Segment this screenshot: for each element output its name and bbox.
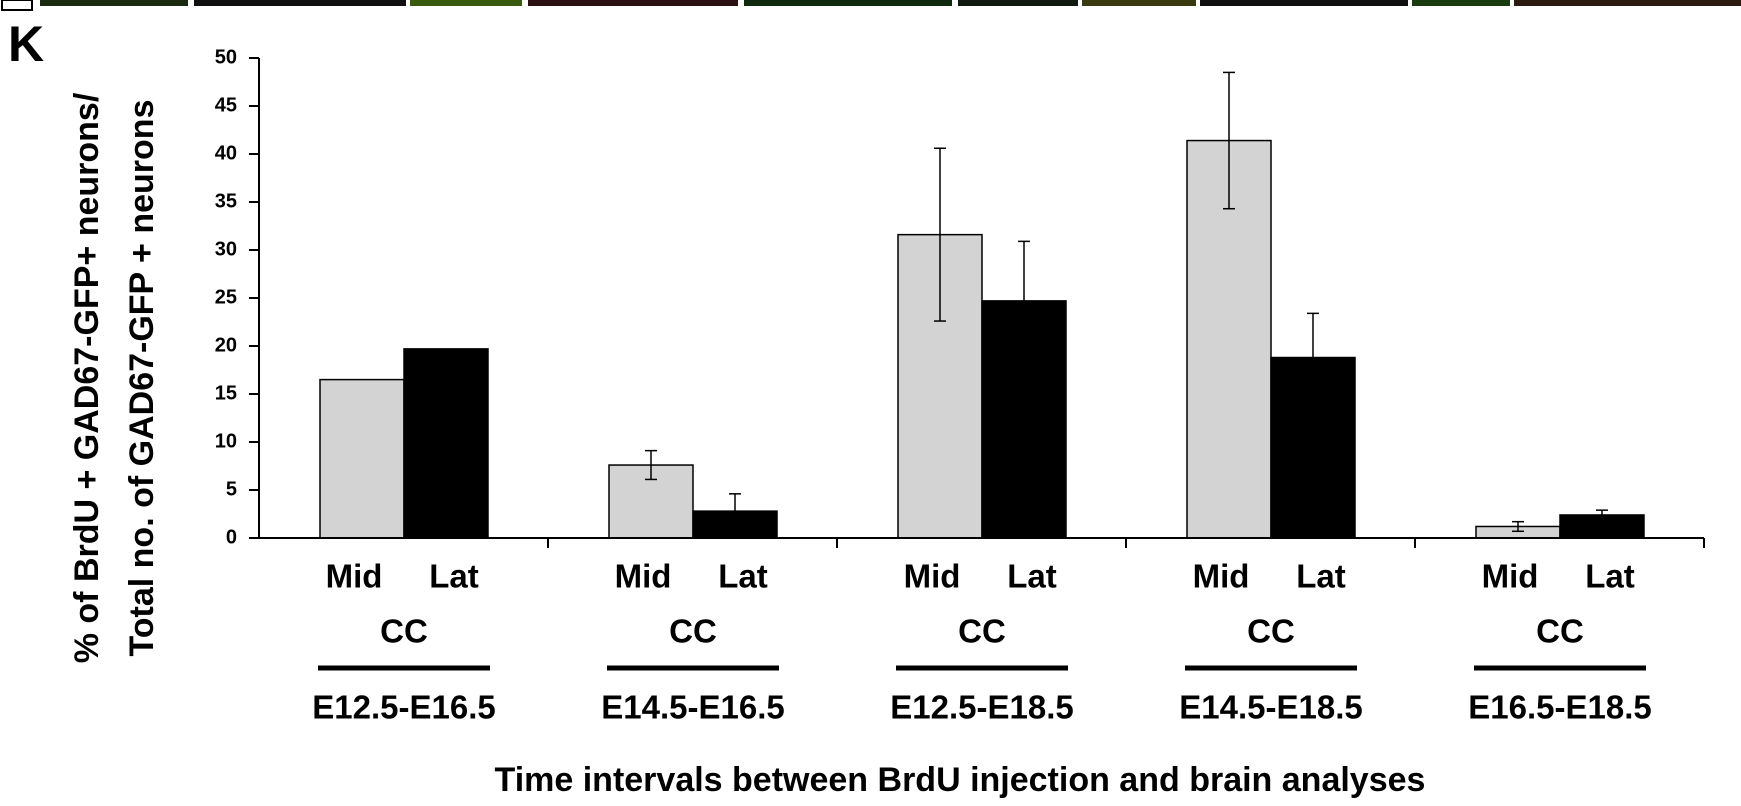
y-tick-label: 35: [215, 190, 237, 212]
bar-label: Mid: [326, 558, 383, 595]
group-label: CC: [958, 613, 1006, 650]
error-bar: [1307, 312, 1319, 403]
group-label: CC: [380, 613, 428, 650]
bar-label: Mid: [615, 558, 672, 595]
error-bar: [1596, 509, 1608, 521]
bar-label: Lat: [429, 558, 479, 595]
error-bar: [1223, 71, 1235, 210]
panel-label: K: [8, 16, 44, 72]
y-tick-label: 5: [226, 478, 237, 500]
x-tick-label: E14.5-E16.5: [601, 689, 784, 726]
y-tick-label: 45: [215, 94, 237, 116]
y-axis-title: Total no. of GAD67-GFP + neurons: [123, 100, 161, 657]
bar-label: Lat: [1007, 558, 1057, 595]
bar-label: Lat: [1296, 558, 1346, 595]
error-bar: [934, 147, 946, 322]
x-axis-title: Time intervals between BrdU injection an…: [495, 761, 1426, 799]
y-axis-title: % of BrdU + GAD67-GFP+ neurons/: [68, 92, 106, 663]
bar-label: Mid: [1193, 558, 1250, 595]
group-label: CC: [1247, 613, 1295, 650]
bar-label: Mid: [1482, 558, 1539, 595]
error-bar: [729, 493, 741, 530]
y-tick-label: 20: [215, 334, 237, 356]
bar: [403, 348, 489, 539]
y-tick-label: 25: [215, 286, 237, 308]
x-tick-label: E16.5-E18.5: [1468, 689, 1651, 726]
y-tick-label: 10: [215, 430, 237, 452]
group-label: CC: [1536, 613, 1584, 650]
bar-label: Lat: [1585, 558, 1635, 595]
bar-label: Mid: [904, 558, 961, 595]
x-tick-label: E12.5-E18.5: [890, 689, 1073, 726]
x-tick-label: E14.5-E18.5: [1179, 689, 1362, 726]
group-label: CC: [669, 613, 717, 650]
y-tick-label: 0: [226, 526, 237, 548]
error-bar: [1512, 520, 1524, 533]
error-bar: [645, 449, 657, 481]
bar-label: Lat: [718, 558, 768, 595]
image-strip: [1, 0, 1741, 11]
error-bar: [1018, 240, 1030, 362]
y-tick-label: 50: [215, 46, 237, 68]
y-tick-label: 40: [215, 142, 237, 164]
y-tick-label: 30: [215, 238, 237, 260]
y-tick-label: 15: [215, 382, 237, 404]
x-tick-label: E12.5-E16.5: [312, 689, 495, 726]
bar: [319, 378, 405, 539]
